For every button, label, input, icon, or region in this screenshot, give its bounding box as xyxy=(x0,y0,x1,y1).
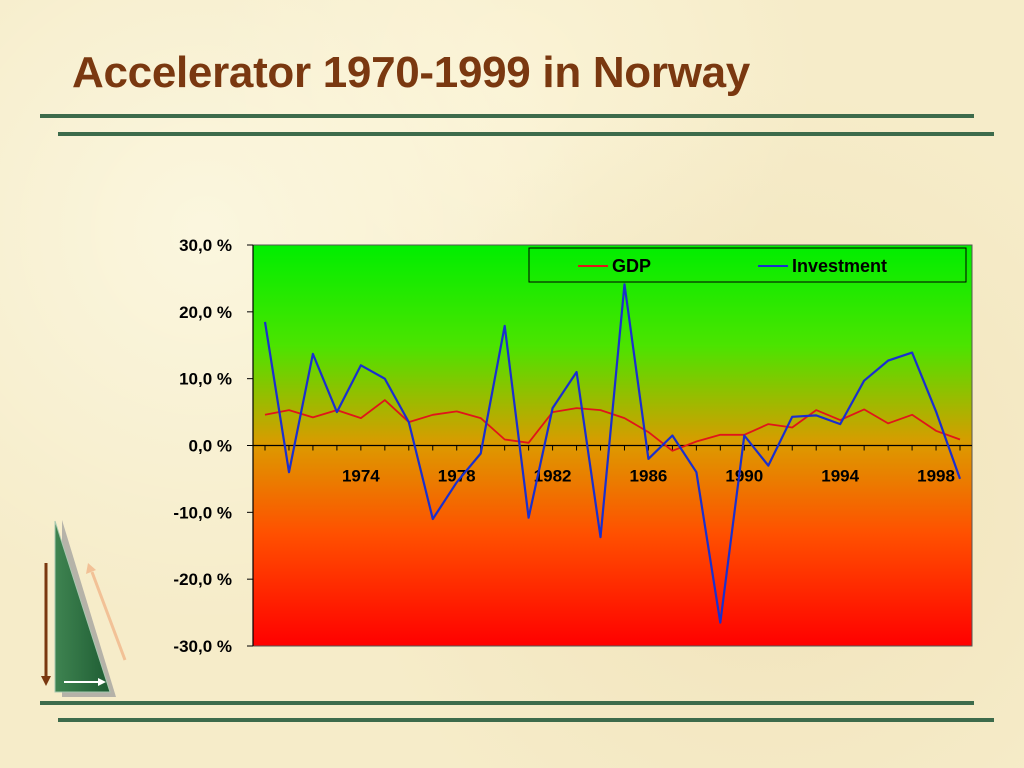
legend-gdp-label: GDP xyxy=(612,256,651,276)
right-arrow-head xyxy=(98,678,106,686)
title-rule-bottom xyxy=(58,132,994,136)
down-arrow-head xyxy=(41,676,51,686)
x-tick-label: 1994 xyxy=(821,467,859,486)
legend-investment-label: Investment xyxy=(792,256,887,276)
x-tick-label: 1982 xyxy=(534,467,572,486)
footer-rule-top xyxy=(40,701,974,705)
title-rule-top xyxy=(40,114,974,118)
accelerator-icon xyxy=(41,520,127,697)
triangle-shape xyxy=(54,520,111,693)
up-arrow-icon xyxy=(90,571,127,661)
series-line-investment xyxy=(263,283,962,624)
y-tick-label: 30,0 % xyxy=(179,236,232,255)
slide-title: Accelerator 1970-1999 in Norway xyxy=(72,48,750,97)
x-tick-label: 1986 xyxy=(630,467,668,486)
y-tick-label: 20,0 % xyxy=(179,303,232,322)
y-tick-label: 10,0 % xyxy=(179,370,232,389)
x-tick-label: 1990 xyxy=(725,467,763,486)
legend: GDP Investment xyxy=(528,247,967,283)
y-tick-label: -20,0 % xyxy=(173,570,232,589)
x-tick-label: 1998 xyxy=(917,467,955,486)
x-tick-label: 1974 xyxy=(342,467,380,486)
footer-rule-bottom xyxy=(58,718,994,722)
y-tick-label: -30,0 % xyxy=(173,637,232,656)
legend-box xyxy=(528,247,967,283)
y-tick-label: 0,0 % xyxy=(189,437,232,456)
y-tick-label: -10,0 % xyxy=(173,503,232,522)
up-arrow-head xyxy=(86,563,96,574)
